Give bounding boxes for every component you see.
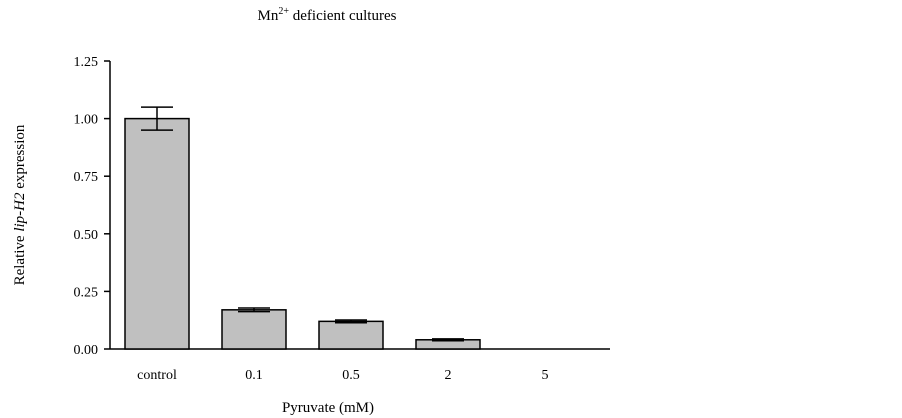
- y-tick-label: 0.50: [74, 228, 99, 243]
- y-axis-label: Relative lip-H2 expression: [12, 124, 28, 285]
- x-tick-label: control: [137, 368, 177, 383]
- bar: [318, 320, 384, 350]
- x-tick-label: 0.5: [342, 368, 360, 383]
- x-axis-label: Pyruvate (mM): [282, 400, 374, 416]
- x-tick-label: 5: [542, 368, 549, 383]
- bar: [221, 309, 287, 350]
- y-tick-label: 1.00: [74, 113, 99, 128]
- x-tick-label: 0.1: [245, 368, 263, 383]
- y-tick-label: 0.25: [74, 285, 99, 300]
- x-tick-label: 2: [445, 368, 452, 383]
- y-tick-label: 0.00: [74, 343, 99, 358]
- y-axis-label-prefix: Relative: [12, 232, 28, 286]
- bar: [124, 117, 190, 350]
- y-axis-label-suffix: expression: [12, 124, 28, 192]
- chart-title-superscript: 2+: [278, 6, 289, 17]
- plot-area: 0.00 0.25 0.50 0.75 1.00 1.25 control 0.1 0.5 2 5: [74, 55, 610, 383]
- y-axis-label-italic: lip-H2: [12, 192, 28, 232]
- chart-title-prefix: Mn: [258, 8, 279, 24]
- y-tick-label: 1.25: [74, 55, 99, 70]
- chart-title: Mn2+ deficient cultures: [258, 6, 397, 24]
- y-tick-label: 0.75: [74, 170, 99, 185]
- chart-title-suffix: deficient cultures: [289, 8, 397, 24]
